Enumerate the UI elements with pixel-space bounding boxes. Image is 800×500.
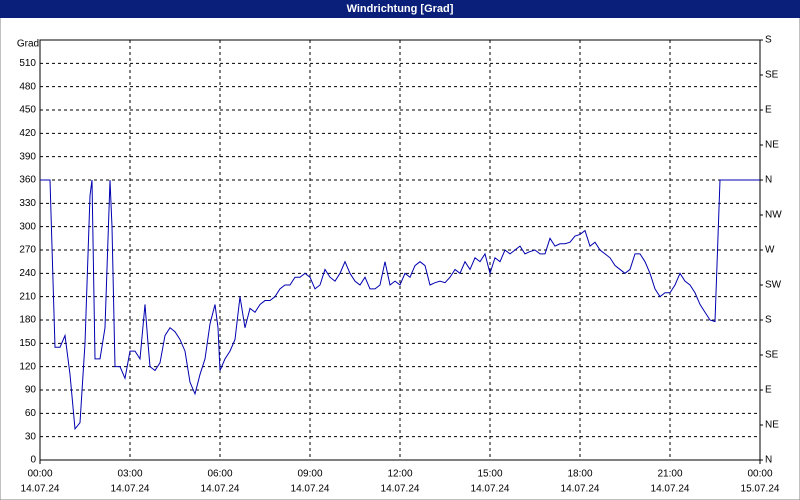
y-tick-label: 0 bbox=[30, 455, 36, 466]
y-tick-label: 90 bbox=[25, 385, 37, 396]
x-tick-date: 14.07.24 bbox=[651, 484, 690, 495]
y-axis-label: Grad bbox=[17, 39, 39, 50]
x-tick-label: 15:00 bbox=[477, 469, 502, 480]
y2-tick-label: NE bbox=[765, 140, 779, 151]
x-tick-date: 14.07.24 bbox=[291, 484, 330, 495]
y-tick-label: 510 bbox=[19, 58, 36, 69]
y2-tick-label: E bbox=[765, 105, 772, 116]
y2-tick-label: W bbox=[765, 245, 775, 256]
x-tick-label: 12:00 bbox=[387, 469, 412, 480]
y-tick-label: 180 bbox=[19, 315, 36, 326]
y2-tick-label: SW bbox=[765, 280, 782, 291]
y-tick-label: 60 bbox=[25, 408, 37, 419]
x-tick-label: 21:00 bbox=[657, 469, 682, 480]
y-tick-label: 30 bbox=[25, 431, 37, 442]
y-tick-label: 210 bbox=[19, 291, 36, 302]
x-tick-date: 14.07.24 bbox=[201, 484, 240, 495]
y-tick-label: 480 bbox=[19, 81, 36, 92]
y-tick-label: 450 bbox=[19, 105, 36, 116]
y-tick-label: 420 bbox=[19, 128, 36, 139]
plot-border bbox=[39, 39, 761, 461]
y2-tick-label: E bbox=[765, 385, 772, 396]
x-tick-date: 14.07.24 bbox=[471, 484, 510, 495]
y2-tick-label: N bbox=[765, 455, 772, 466]
y2-tick-label: SE bbox=[765, 70, 779, 81]
x-tick-date: 15.07.24 bbox=[741, 484, 780, 495]
y-tick-label: 390 bbox=[19, 151, 36, 162]
y-tick-label: 240 bbox=[19, 268, 36, 279]
x-tick-label: 00:00 bbox=[27, 469, 52, 480]
y-tick-label: 270 bbox=[19, 245, 36, 256]
y-tick-label: 120 bbox=[19, 361, 36, 372]
y2-tick-label: NW bbox=[765, 210, 782, 221]
data-line bbox=[40, 179, 760, 431]
x-tick-date: 14.07.24 bbox=[111, 484, 150, 495]
y-tick-label: 300 bbox=[19, 221, 36, 232]
y2-tick-label: N bbox=[765, 175, 772, 186]
x-tick-label: 06:00 bbox=[207, 469, 232, 480]
x-tick-label: 03:00 bbox=[117, 469, 142, 480]
y2-tick-label: SE bbox=[765, 350, 779, 361]
y2-tick-label: S bbox=[765, 315, 772, 326]
x-tick-label: 18:00 bbox=[567, 469, 592, 480]
title-bar bbox=[0, 0, 800, 18]
y2-tick-label: NE bbox=[765, 420, 779, 431]
chart-title: Windrichtung [Grad] bbox=[347, 3, 454, 15]
y-tick-label: 360 bbox=[19, 175, 36, 186]
y-tick-label: 330 bbox=[19, 198, 36, 209]
x-tick-date: 14.07.24 bbox=[561, 484, 600, 495]
y-tick-label: 150 bbox=[19, 338, 36, 349]
x-tick-label: 00:00 bbox=[747, 469, 772, 480]
x-tick-label: 09:00 bbox=[297, 469, 322, 480]
x-tick-date: 14.07.24 bbox=[21, 484, 60, 495]
y2-tick-label: S bbox=[765, 35, 772, 46]
x-tick-date: 14.07.24 bbox=[381, 484, 420, 495]
